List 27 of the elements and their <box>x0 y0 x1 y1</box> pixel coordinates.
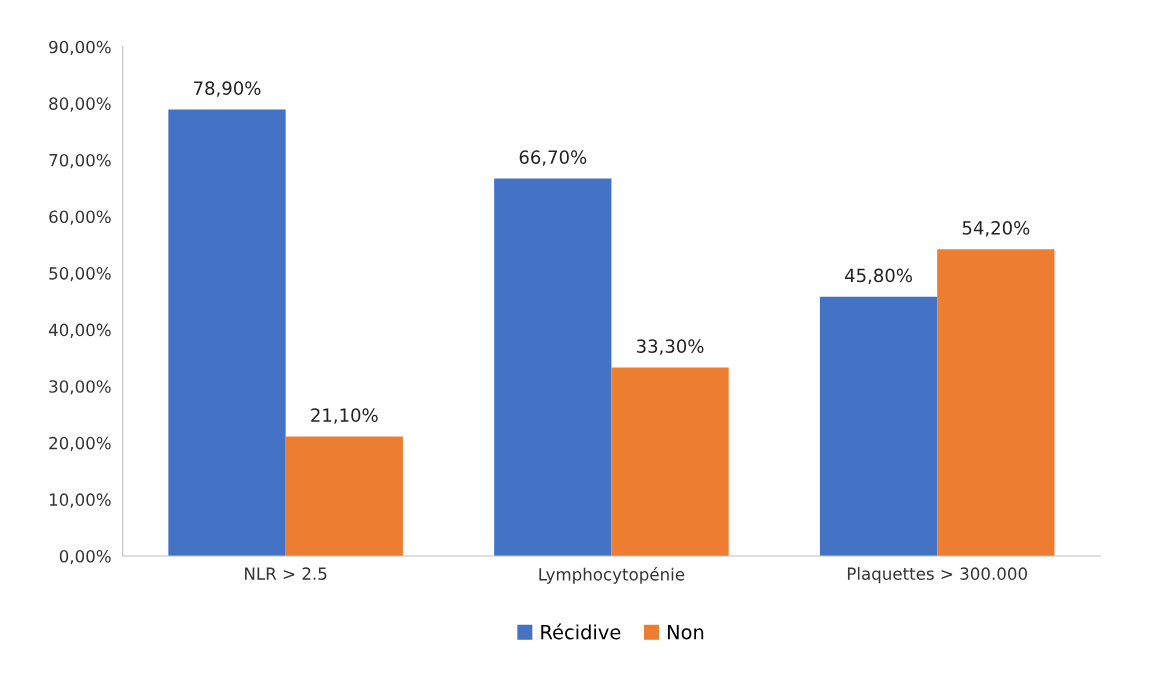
y-tick-label: 10,00% <box>49 493 111 508</box>
x-tick-label: Lymphocytopénie <box>539 567 685 584</box>
legend-label: Non <box>667 624 704 640</box>
data-label: 33,30% <box>637 339 704 355</box>
data-label: 21,10% <box>311 408 378 424</box>
y-tick-label: 20,00% <box>49 436 111 452</box>
y-tick-label: 80,00% <box>49 97 111 112</box>
x-tick-label: NLR > 2.5 <box>245 567 327 580</box>
y-tick-label: 40,00% <box>48 323 111 338</box>
data-label: 54,20% <box>962 221 1030 237</box>
y-tick-label: 70,00% <box>49 153 111 169</box>
bar <box>285 436 403 556</box>
y-tick-label: 60,00% <box>49 210 111 225</box>
data-label: 66,70% <box>519 150 587 166</box>
bar <box>168 109 286 556</box>
bar <box>611 367 729 556</box>
bar <box>494 178 612 556</box>
data-label: 78,90% <box>194 81 261 97</box>
y-tick-label: 50,00% <box>49 267 111 282</box>
y-tick-label: 30,00% <box>49 380 111 395</box>
y-tick-label: 0,00% <box>59 549 111 565</box>
bar <box>937 249 1055 556</box>
legend-label: Récidive <box>541 623 621 640</box>
y-tick-label: 90,00% <box>49 40 111 56</box>
bar <box>819 296 938 556</box>
x-tick-label: Plaquettes > 300.000 <box>847 567 1027 584</box>
data-label: 45,80% <box>845 268 912 285</box>
